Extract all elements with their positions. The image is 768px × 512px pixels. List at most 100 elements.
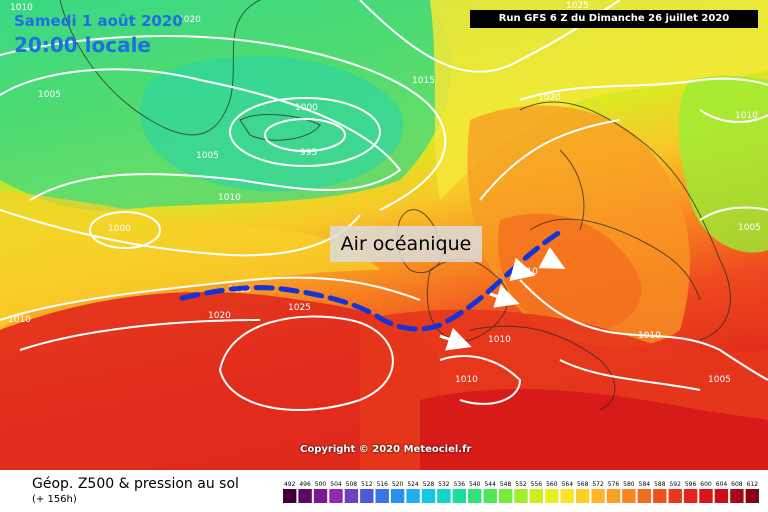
legend-swatch (668, 489, 682, 503)
legend-tick-label: 492 (284, 481, 296, 488)
map-title: Géop. Z500 & pression au sol (32, 476, 239, 492)
legend-swatch (514, 489, 528, 503)
legend-swatch (298, 489, 312, 503)
color-scale-legend: 492 496 500 504 508 512 516 520 524 528 532 536 540 5… (283, 481, 759, 503)
legend-tick-label: 608 (731, 481, 743, 488)
legend-swatch (730, 489, 744, 503)
legend-tick-label: 540 (469, 481, 481, 488)
legend-tick-label: 532 (438, 481, 450, 488)
legend-tick-label: 524 (407, 481, 419, 488)
legend-tick-label: 604 (716, 481, 728, 488)
legend-tick-label: 548 (500, 481, 512, 488)
legend-tick-label: 504 (330, 481, 342, 488)
legend-tick-label: 576 (608, 481, 620, 488)
legend-swatch (421, 489, 436, 503)
legend-tick-label: 612 (747, 481, 759, 488)
isobar-label: 1000 (295, 103, 318, 113)
legend-swatch (390, 489, 405, 503)
zone-red-atlantic (0, 291, 440, 470)
flow-arrow (509, 257, 536, 281)
isobar-labels: 1010 1020 1005 1000 995 1005 1015 1020 1… (8, 1, 761, 385)
legend-swatch (344, 489, 359, 503)
isobar-label: 1025 (288, 303, 311, 313)
legend-swatch (591, 489, 605, 503)
legend-tick-label: 592 (669, 481, 681, 488)
legend-swatch (622, 489, 636, 503)
forecast-local-time: 20:00 locale (14, 33, 151, 57)
legend-swatch (498, 489, 513, 503)
isobar-label: 1025 (566, 1, 589, 11)
isobar-label: 1010 (10, 3, 33, 13)
zone-low-core (140, 56, 404, 192)
legend-tick-label: 544 (484, 481, 496, 488)
map-footer: Géop. Z500 & pression au sol (+ 156h) 49… (0, 470, 768, 512)
legend-tick-label: 556 (531, 481, 543, 488)
legend-tick-label: 600 (700, 481, 712, 488)
legend-swatch (576, 489, 590, 503)
legend-swatch (529, 489, 544, 503)
legend-swatch (637, 489, 651, 503)
legend-tick-label: 560 (546, 481, 558, 488)
flow-arrows (439, 246, 566, 351)
legend-swatch (745, 489, 759, 503)
isobar-label: 1010 (638, 331, 661, 341)
legend-tick-label: 596 (685, 481, 697, 488)
legend-tick-label: 568 (577, 481, 589, 488)
forecast-date: Samedi 1 août 2020 (14, 12, 183, 30)
legend-swatch (560, 489, 574, 503)
legend-tick-label: 588 (654, 481, 666, 488)
isobar-label: 1020 (208, 311, 231, 321)
geopotential-map: 1010 1020 1005 1000 995 1005 1015 1020 1… (0, 0, 768, 470)
isobar-label: 1020 (178, 15, 201, 25)
forecast-lead-time: (+ 156h) (32, 494, 77, 505)
isobar-label: 1005 (708, 375, 731, 385)
legend-tick-label: 580 (623, 481, 635, 488)
model-run-info: Run GFS 6 Z du Dimanche 26 juillet 2020 (470, 10, 758, 28)
legend-swatch (406, 489, 420, 503)
legend-tick-label: 516 (376, 481, 388, 488)
legend-swatch (437, 489, 451, 503)
legend-tick-label: 512 (361, 481, 373, 488)
legend-swatch (313, 489, 328, 503)
legend-swatch (714, 489, 729, 503)
legend-tick-label: 572 (592, 481, 604, 488)
legend-swatch (653, 489, 667, 503)
isobar-label: 1005 (38, 90, 61, 100)
legend-swatch (483, 489, 497, 503)
legend-swatch (329, 489, 343, 503)
legend-swatch (468, 489, 482, 503)
isobar-label: 995 (300, 148, 317, 158)
legend-swatch (699, 489, 713, 503)
legend-tick-label: 500 (315, 481, 327, 488)
flow-arrow (439, 327, 472, 351)
zone-yellow-north (430, 0, 768, 200)
flow-arrow (489, 284, 520, 308)
legend-swatch (545, 489, 559, 503)
zone-yellow-west (0, 190, 380, 330)
isobar-label: 1005 (738, 223, 761, 233)
legend-swatch (683, 489, 698, 503)
isobar-label: 1010 (8, 315, 31, 325)
legend-tick-label: 496 (299, 481, 311, 488)
isobars (0, 0, 768, 410)
legend-swatch (375, 489, 389, 503)
isobar-label: 1000 (108, 224, 131, 234)
legend-tick-label: 584 (639, 481, 651, 488)
legend-swatch (606, 489, 621, 503)
isobar-label: 1010 (488, 335, 511, 345)
isobar-label: 1010 (735, 111, 758, 121)
legend-tick-label: 520 (392, 481, 404, 488)
legend-tick-label: 552 (515, 481, 527, 488)
isobar-label: 1015 (412, 76, 435, 86)
isobar-label: 1020 (538, 93, 561, 103)
isobar-label: 1010 (218, 193, 241, 203)
isobar-label: 1010 (455, 375, 478, 385)
zone-orange-central (498, 213, 642, 333)
air-mass-label: Air océanique (330, 226, 482, 262)
legend-tick-label: 536 (454, 481, 466, 488)
legend-swatch (452, 489, 466, 503)
flow-arrow (538, 246, 566, 269)
legend-swatch (283, 489, 297, 503)
zone-deep-red (420, 389, 768, 470)
